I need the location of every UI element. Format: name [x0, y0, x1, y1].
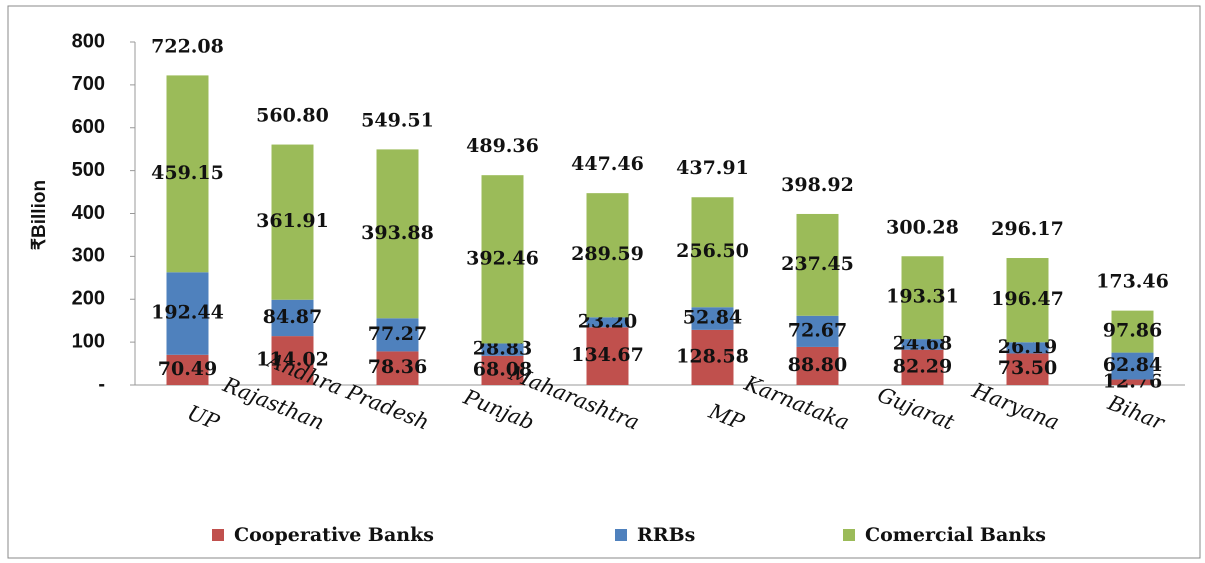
legend-label: RRBs — [637, 524, 695, 546]
legend-label: Comercial Banks — [865, 524, 1046, 546]
bar-segment — [691, 307, 734, 330]
total-label: 398.92 — [781, 174, 854, 196]
frame — [7, 5, 1201, 559]
bar-segment — [796, 213, 839, 316]
bar-segment — [376, 351, 419, 385]
value-label: 52.84 — [683, 307, 743, 329]
y-tick-label: 700 — [72, 73, 105, 95]
value-label: 192.44 — [151, 302, 224, 324]
bar-segment — [166, 272, 209, 355]
value-label: 82.29 — [893, 355, 953, 377]
bar-segment — [376, 318, 419, 352]
bar-segment — [901, 339, 944, 350]
total-label: 173.46 — [1096, 271, 1169, 293]
bar-segment — [796, 346, 839, 385]
x-tick-label: MP — [705, 399, 749, 435]
total-label: 560.80 — [256, 105, 329, 127]
total-label: 437.91 — [676, 157, 749, 179]
total-label: 447.46 — [571, 153, 644, 175]
y-tick-label: - — [98, 373, 105, 395]
total-label: 489.36 — [466, 135, 539, 157]
bar-segment — [1111, 379, 1154, 385]
bar-segment — [271, 144, 314, 300]
value-label: 70.49 — [158, 358, 218, 380]
y-tick-label: 100 — [72, 330, 105, 352]
y-tick-label: 500 — [72, 159, 105, 181]
x-tick-label: Haryana — [968, 378, 1063, 435]
total-label: 722.08 — [151, 35, 224, 57]
value-label: 88.80 — [788, 354, 848, 376]
value-label: 62.84 — [1103, 354, 1163, 376]
value-label: 128.58 — [676, 345, 749, 367]
value-label: 84.87 — [263, 306, 323, 328]
bar-segment — [481, 355, 524, 385]
bar-segment — [1006, 353, 1049, 385]
value-label: 68.08 — [473, 358, 533, 380]
legend-swatch — [843, 529, 855, 541]
value-label: 114.02 — [256, 349, 329, 371]
y-tick-label: 200 — [72, 288, 105, 310]
bar-segment — [481, 343, 524, 356]
legend-swatch — [212, 529, 224, 541]
bar-segment — [1111, 310, 1154, 353]
value-label: 459.15 — [151, 162, 224, 184]
bar-segment — [586, 327, 629, 385]
value-label: 392.46 — [466, 247, 539, 269]
value-label: 193.31 — [886, 286, 959, 308]
legend-swatch — [615, 529, 627, 541]
bar-segment — [1006, 342, 1049, 354]
value-label: 78.36 — [368, 356, 428, 378]
bar-segment — [691, 197, 734, 308]
x-tick-label: Gujarat — [874, 382, 958, 435]
value-label: 237.45 — [781, 253, 854, 275]
bar-segment — [481, 175, 524, 344]
x-tick-label: Bihar — [1104, 390, 1170, 435]
value-label: 73.50 — [998, 357, 1058, 379]
total-label: 549.51 — [361, 109, 434, 131]
bar-segment — [1006, 258, 1049, 343]
value-label: 77.27 — [368, 323, 428, 345]
bar-segment — [376, 149, 419, 319]
bar-segment — [796, 315, 839, 347]
bar-segment — [1111, 352, 1154, 380]
total-label: 300.28 — [886, 216, 959, 238]
y-axis-label: ₹Billion — [29, 180, 50, 250]
bar-segment — [586, 317, 629, 328]
y-tick-label: 300 — [72, 245, 105, 267]
value-label: 361.91 — [256, 210, 329, 232]
value-label: 289.59 — [571, 243, 644, 265]
bar-segment — [271, 336, 314, 385]
y-tick-label: 400 — [72, 202, 105, 224]
bar-segment — [166, 354, 209, 385]
bar-segment — [901, 256, 944, 340]
y-tick-label: 800 — [72, 30, 105, 52]
value-label: 97.86 — [1103, 320, 1163, 342]
bar-segment — [691, 329, 734, 385]
total-label: 296.17 — [991, 218, 1064, 240]
bar-segment — [271, 299, 314, 337]
legend-label: Cooperative Banks — [234, 524, 434, 546]
value-label: 393.88 — [361, 222, 434, 244]
value-label: 72.67 — [788, 319, 848, 341]
x-tick-label: Punjab — [459, 385, 537, 435]
bar-segment — [586, 193, 629, 318]
value-label: 134.67 — [571, 344, 644, 366]
y-tick-label: 600 — [72, 116, 105, 138]
value-label: 196.47 — [991, 288, 1064, 310]
value-label: 256.50 — [676, 240, 749, 262]
bar-segment — [901, 349, 944, 385]
x-tick-label: UP — [184, 401, 223, 436]
bar-segment — [166, 75, 209, 273]
